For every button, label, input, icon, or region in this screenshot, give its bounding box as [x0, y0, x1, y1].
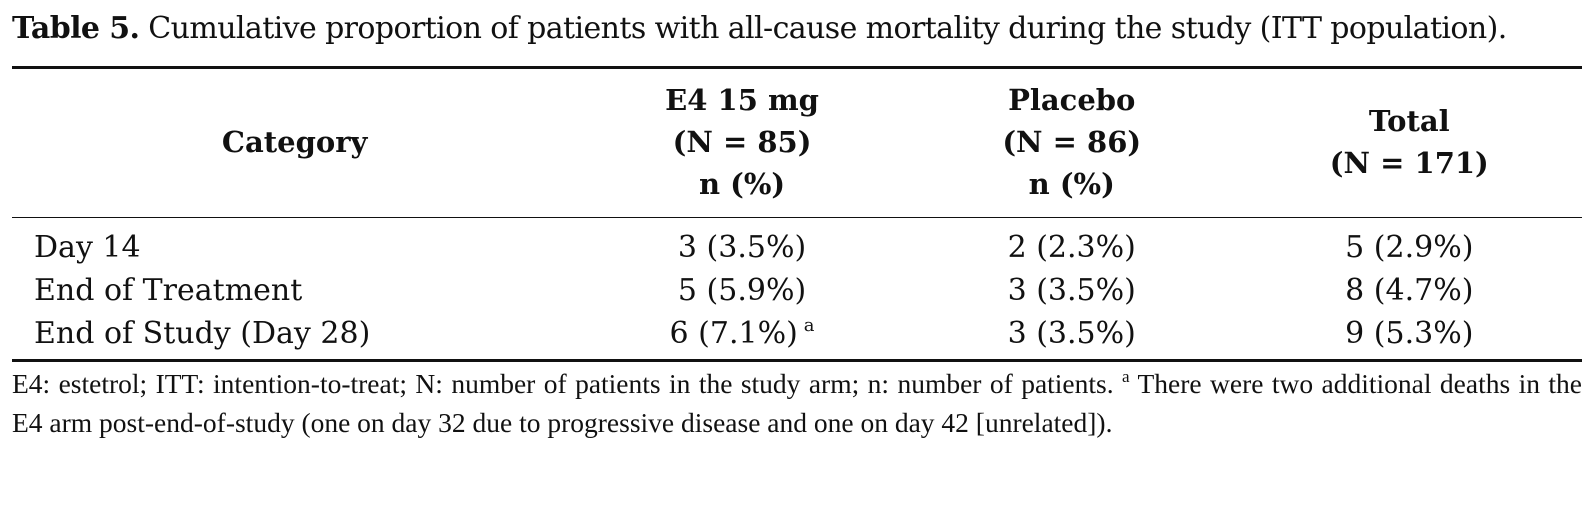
footnote-note: There were two additional deaths in the …: [12, 368, 1582, 438]
mortality-table: Category E4 15 mg (N = 85) n (%) Placebo…: [12, 66, 1582, 362]
cell-e4: 3 (3.5%): [577, 218, 907, 270]
cell-total: 8 (4.7%): [1345, 273, 1474, 308]
header-category: Category: [12, 68, 577, 218]
cell-placebo: 3 (3.5%): [1007, 316, 1136, 351]
cell-placebo: 3 (3.5%): [1007, 273, 1136, 308]
caption-text: Cumulative proportion of patients with a…: [148, 11, 1507, 46]
row-category: Day 14: [34, 230, 141, 265]
footnote-marker: a: [803, 315, 815, 336]
row-category: End of Study (Day 28): [34, 316, 371, 351]
cell-e4: 5 (5.9%): [577, 269, 907, 312]
table-caption: Table 5. Cumulative proportion of patien…: [12, 6, 1582, 52]
header-line: Total: [1368, 104, 1450, 138]
cell-e4-value: 6 (7.1%): [669, 316, 798, 351]
header-line: (N = 85): [672, 125, 812, 159]
table-figure: Table 5. Cumulative proportion of patien…: [12, 6, 1582, 442]
header-line: n (%): [698, 167, 786, 201]
cell-placebo: 2 (2.3%): [1007, 230, 1136, 265]
footnote-marker: a: [1122, 367, 1130, 386]
header-line: (N = 171): [1329, 146, 1489, 180]
cell-e4-value: 5 (5.9%): [677, 273, 807, 308]
cell-total: 9 (5.3%): [1345, 316, 1474, 351]
cell-total: 5 (2.9%): [1345, 230, 1474, 265]
cell-e4: 6 (7.1%) a: [577, 312, 907, 361]
header-line: E4 15 mg: [665, 83, 819, 117]
header-total: Total (N = 171): [1237, 68, 1582, 218]
header-line: Placebo: [1008, 83, 1136, 117]
header-line: Category: [221, 125, 368, 159]
footnote-abbreviations: E4: estetrol; ITT: intention-to-treat; N…: [12, 368, 1114, 399]
row-category: End of Treatment: [34, 273, 303, 308]
header-line: n (%): [1028, 167, 1115, 201]
header-e4: E4 15 mg (N = 85) n (%): [577, 68, 907, 218]
table-row: Day 14 3 (3.5%) 2 (2.3%) 5 (2.9%): [12, 218, 1582, 270]
table-row: End of Study (Day 28) 6 (7.1%) a 3 (3.5%)…: [12, 312, 1582, 361]
caption-label: Table 5.: [12, 11, 140, 46]
header-placebo: Placebo (N = 86) n (%): [907, 68, 1237, 218]
header-row: Category E4 15 mg (N = 85) n (%) Placebo…: [12, 67, 1582, 218]
header-line: (N = 86): [1002, 125, 1142, 159]
table-footnote: E4: estetrol; ITT: intention-to-treat; N…: [12, 362, 1582, 442]
table-row: End of Treatment 5 (5.9%) 3 (3.5%) 8 (4.…: [12, 269, 1582, 312]
cell-e4-value: 3 (3.5%): [677, 230, 807, 265]
